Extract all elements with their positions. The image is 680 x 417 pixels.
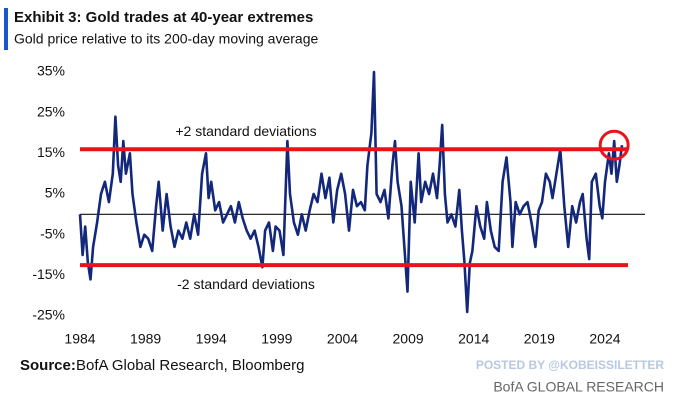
x-tick-label: 2004 xyxy=(327,331,358,347)
y-tick-label: 35% xyxy=(37,63,65,79)
title-accent xyxy=(4,8,8,50)
x-tick-label: 2024 xyxy=(589,331,620,347)
x-tick-label: 2009 xyxy=(393,331,424,347)
y-tick-label: -5% xyxy=(40,225,65,241)
brand: BofA GLOBAL RESEARCH xyxy=(493,379,664,395)
x-tick-label: 1984 xyxy=(64,331,95,347)
y-tick-label: -25% xyxy=(32,307,65,323)
watermark: POSTED BY @KOBEISSILETTER xyxy=(476,358,665,372)
x-tick-label: 2019 xyxy=(524,331,555,347)
x-tick-label: 2014 xyxy=(458,331,489,347)
y-tick-label: 15% xyxy=(37,144,65,160)
y-tick-label: -15% xyxy=(32,266,65,282)
x-tick-label: 1999 xyxy=(261,331,292,347)
chart-subtitle: Gold price relative to its 200-day movin… xyxy=(14,31,318,47)
chart-title: Exhibit 3: Gold trades at 40-year extrem… xyxy=(14,9,313,26)
x-tick-label: 1994 xyxy=(196,331,227,347)
y-tick-label: 25% xyxy=(37,103,65,119)
series-line xyxy=(78,70,624,314)
source-label: Source: xyxy=(20,357,76,374)
highlight-circle xyxy=(598,129,630,161)
source: BofA Global Research, Bloomberg xyxy=(76,357,304,374)
y-tick-label: 5% xyxy=(45,185,65,201)
x-tick-label: 1989 xyxy=(130,331,161,347)
band-label: -2 standard deviations xyxy=(177,276,315,292)
band-label: +2 standard deviations xyxy=(175,123,316,139)
